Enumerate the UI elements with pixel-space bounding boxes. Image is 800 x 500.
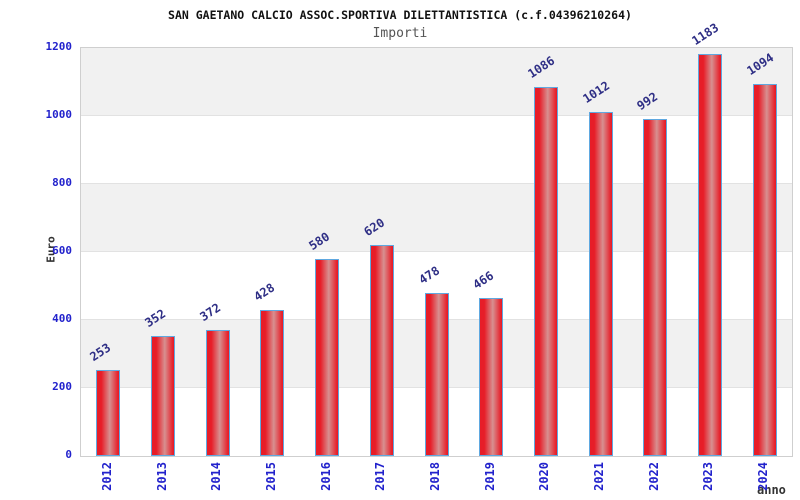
- bar-2022: [643, 118, 668, 456]
- x-tick-label: 2012: [99, 462, 114, 491]
- plot-area: 253 352 372 428 580 620 478 466 1086 1012 992 1183 1…: [80, 20, 793, 457]
- x-tick-label: 2022: [646, 462, 661, 491]
- x-tick-label: 2019: [482, 462, 497, 491]
- y-tick-label: 0: [65, 448, 72, 461]
- gridline: [81, 115, 792, 116]
- x-tick-label: 2023: [701, 462, 716, 491]
- bar-2013: [151, 336, 176, 456]
- bar-2024: [752, 84, 777, 456]
- y-tick-label: 400: [52, 312, 72, 325]
- x-axis-title: anno: [757, 483, 786, 497]
- x-tick-label: 2016: [318, 462, 333, 491]
- bar-2019: [479, 297, 504, 456]
- x-tick-label: 2024: [756, 462, 771, 491]
- y-tick-label: 200: [52, 380, 72, 393]
- bar-2015: [260, 310, 285, 456]
- x-tick-label: 2020: [537, 462, 552, 491]
- value-label: 1183: [689, 20, 722, 48]
- y-tick-label: 1000: [45, 108, 73, 121]
- plot-band: [81, 48, 792, 116]
- x-tick-label: 2015: [263, 462, 278, 491]
- bar-2014: [205, 329, 230, 456]
- x-tick-label: 2018: [428, 462, 442, 491]
- y-tick-label: 1200: [45, 40, 73, 53]
- y-tick-label: 800: [52, 176, 72, 189]
- gridline: [81, 183, 792, 184]
- x-tick-label: 2017: [373, 462, 388, 491]
- bar-2016: [315, 258, 340, 456]
- bar-2021: [588, 111, 613, 456]
- bar-2017: [369, 245, 394, 456]
- bar-2012: [96, 369, 121, 456]
- gridline: [81, 251, 792, 252]
- y-tick-label: 600: [52, 244, 72, 257]
- plot-band: [81, 116, 792, 184]
- bar-2020: [533, 86, 558, 456]
- bar-2023: [697, 53, 722, 456]
- x-tick-label: 2021: [592, 462, 607, 491]
- x-tick-label: 2014: [209, 462, 224, 491]
- plot-band: [81, 184, 792, 252]
- x-tick-label: 2013: [154, 462, 169, 491]
- bar-2018: [424, 293, 449, 456]
- chart-title: SAN GAETANO CALCIO ASSOC.SPORTIVA DILETT…: [168, 8, 632, 22]
- chart-subtitle: Importi: [372, 26, 428, 41]
